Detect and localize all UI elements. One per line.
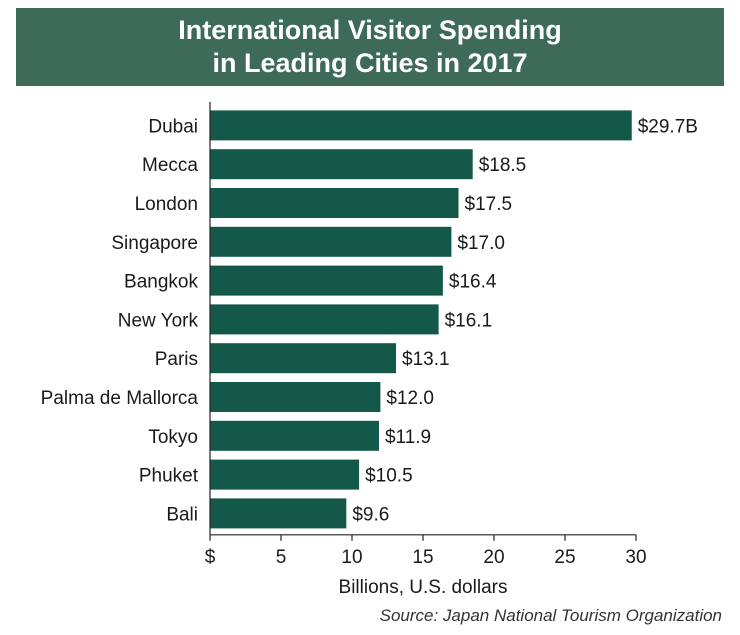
x-tick-label: 5	[276, 547, 287, 568]
bar	[210, 226, 452, 257]
category-label: London	[135, 194, 198, 215]
bar	[210, 420, 379, 451]
category-label: New York	[118, 310, 199, 331]
x-tick-label: 15	[412, 547, 433, 568]
data-label: $16.1	[445, 310, 493, 331]
x-tick-label: 25	[554, 547, 575, 568]
bar	[210, 498, 347, 529]
bar	[210, 110, 632, 141]
chart-title-line-1: International Visitor Spending	[178, 15, 562, 45]
data-label: $29.7B	[638, 116, 698, 137]
bar	[210, 304, 439, 335]
data-label: $11.9	[385, 427, 431, 448]
x-axis-label: Billions, U.S. dollars	[339, 577, 508, 598]
category-label: Singapore	[111, 233, 198, 254]
data-label: $17.0	[457, 233, 505, 254]
bar	[210, 343, 397, 374]
x-tick-label: 30	[625, 547, 646, 568]
bar	[210, 459, 360, 490]
bar	[210, 382, 381, 412]
category-label: Palma de Mallorca	[41, 388, 199, 409]
bar	[210, 149, 473, 180]
data-label: $10.5	[365, 466, 413, 487]
source-note: Source: Japan National Tourism Organizat…	[379, 606, 722, 625]
data-label: $13.1	[402, 349, 450, 370]
bar	[210, 265, 443, 296]
chart-title-line-2: in Leading Cities in 2017	[212, 48, 528, 78]
x-tick-label: 20	[483, 547, 504, 568]
data-label: $18.5	[479, 155, 527, 176]
bar	[210, 188, 459, 218]
x-tick-label: 10	[341, 547, 362, 568]
data-label: $12.0	[386, 388, 434, 409]
category-label: Paris	[155, 349, 198, 370]
category-label: Phuket	[139, 466, 199, 487]
chart-title-banner: International Visitor Spending in Leadin…	[16, 8, 724, 86]
data-label: $9.6	[352, 504, 389, 525]
data-label: $17.5	[465, 194, 513, 215]
x-tick-label: $	[205, 547, 216, 568]
category-label: Bali	[166, 504, 198, 525]
category-label: Bangkok	[124, 272, 198, 293]
category-label: Tokyo	[148, 427, 198, 448]
category-label: Mecca	[142, 155, 198, 176]
category-label: Dubai	[148, 116, 198, 137]
data-label: $16.4	[449, 272, 497, 293]
